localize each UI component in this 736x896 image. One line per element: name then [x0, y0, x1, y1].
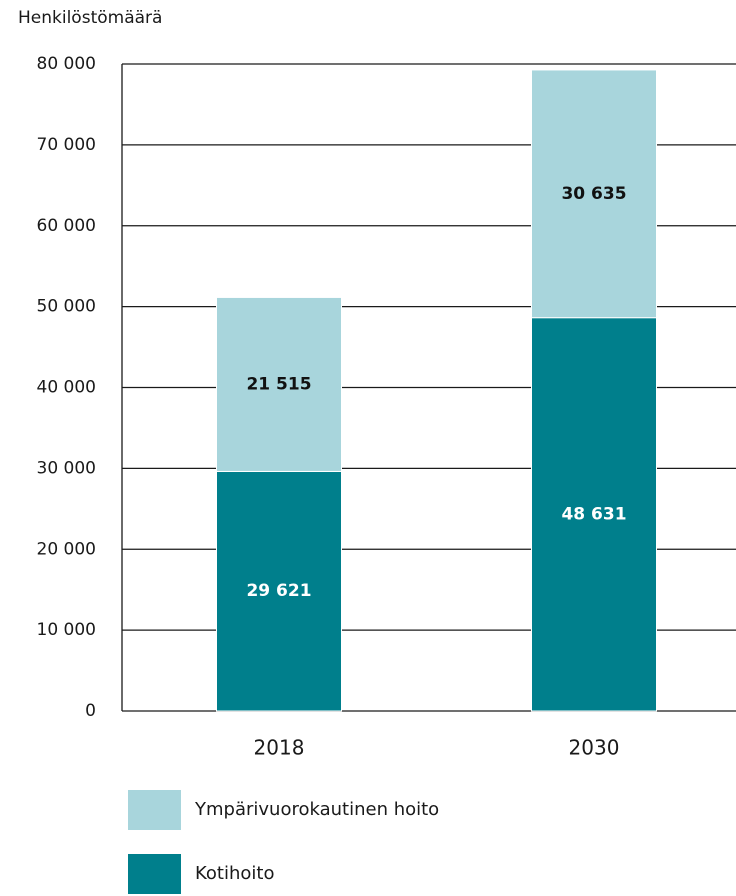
y-tick-label: 50 000: [37, 297, 96, 317]
x-tick-label: 2030: [569, 736, 620, 760]
legend-swatch: [128, 790, 181, 830]
y-tick-label: 40 000: [37, 378, 96, 398]
legend-swatch: [128, 854, 181, 894]
value-label: 30 635: [561, 184, 626, 204]
y-tick-label: 30 000: [37, 458, 96, 478]
y-tick-label: 20 000: [37, 539, 96, 559]
chart-title: Henkilöstömäärä: [18, 8, 162, 28]
x-tick-label: 2018: [254, 736, 305, 760]
y-tick-label: 10 000: [37, 620, 96, 640]
legend-text: Ympärivuorokautinen hoito: [194, 799, 439, 820]
y-tick-label: 60 000: [37, 216, 96, 236]
legend-text: Kotihoito: [195, 863, 274, 884]
value-label: 21 515: [246, 374, 311, 394]
y-tick-label: 0: [85, 701, 96, 721]
bar-segment: [531, 69, 657, 319]
bar-segment: [531, 317, 657, 712]
value-label: 48 631: [561, 504, 626, 524]
bar-segment: [216, 296, 342, 472]
y-tick-label: 70 000: [37, 135, 96, 155]
y-tick-label: 80 000: [37, 54, 96, 74]
value-label: 29 621: [246, 581, 311, 601]
